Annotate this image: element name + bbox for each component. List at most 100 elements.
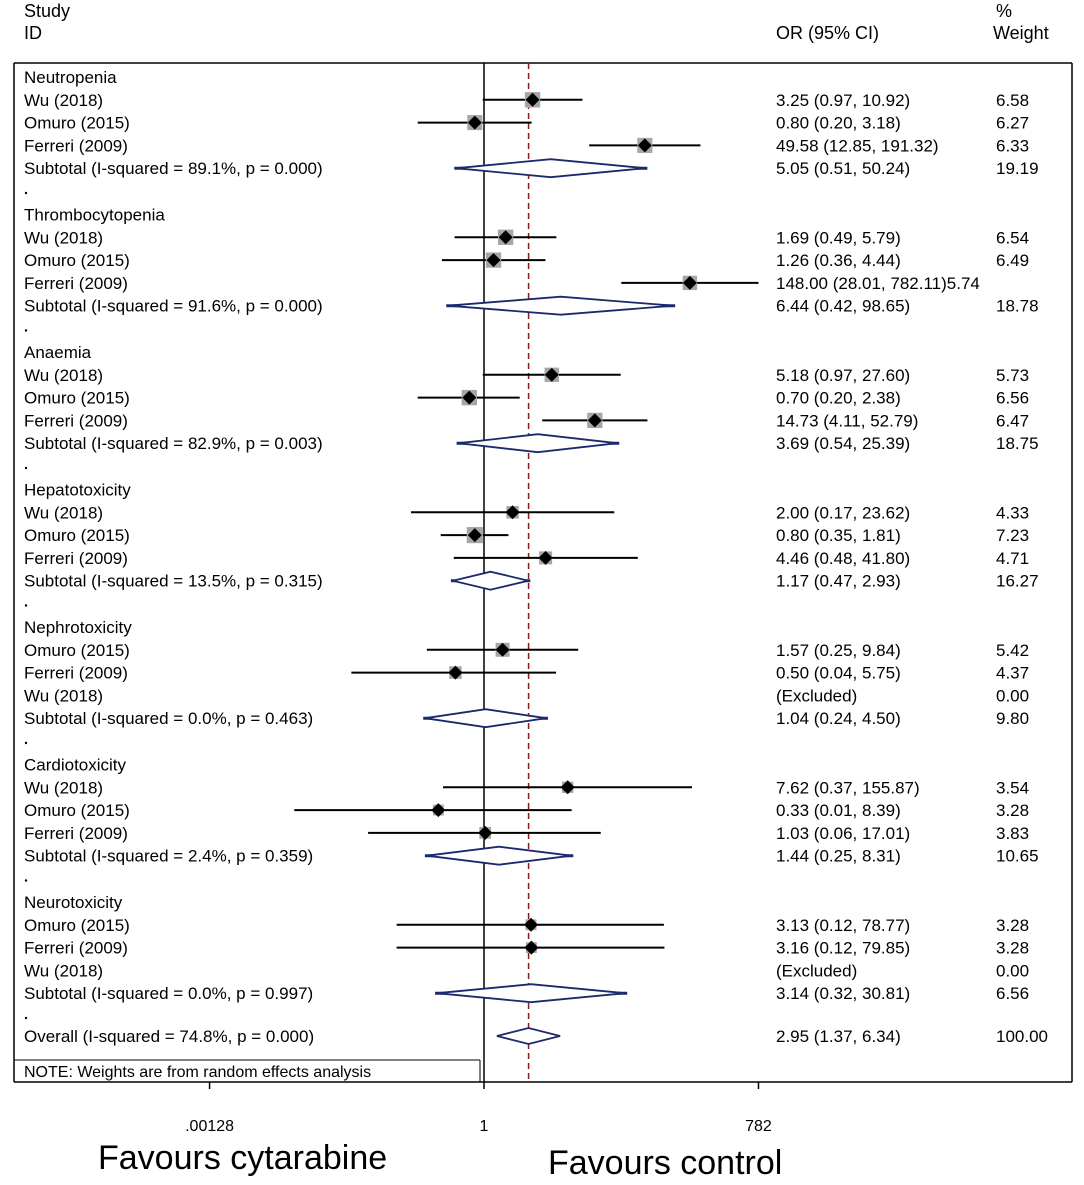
study-ci-text: 1.26 (0.36, 4.44) (776, 251, 901, 270)
study-ci-text: (Excluded) (776, 961, 857, 980)
study-label: Wu (2018) (24, 778, 103, 797)
subtotal-diamond (458, 433, 618, 454)
study-label: Wu (2018) (24, 503, 103, 522)
study-point-estimate (478, 825, 493, 840)
study-weight: 6.58 (996, 91, 1029, 110)
study-ci-text: 0.33 (0.01, 8.39) (776, 801, 901, 820)
overall-diamond (496, 1027, 561, 1045)
study-weight: 3.83 (996, 824, 1029, 843)
subtotal-weight: 19.19 (996, 159, 1039, 178)
study-ci-text: 0.50 (0.04, 5.75) (776, 664, 901, 683)
study-label: Ferreri (2009) (24, 136, 128, 155)
study-ci-text: 1.57 (0.25, 9.84) (776, 641, 901, 660)
study-weight: 6.49 (996, 251, 1029, 270)
subtotal-label: Subtotal (I-squared = 13.5%, p = 0.315) (24, 572, 323, 591)
study-point-estimate (431, 803, 446, 818)
study-label: Ferreri (2009) (24, 939, 128, 958)
row-separator-dot (24, 879, 28, 882)
group-title: Anaemia (24, 343, 92, 362)
study-ci-text: 0.80 (0.35, 1.81) (776, 526, 901, 545)
study-ci-text: 14.73 (4.11, 52.79) (776, 411, 918, 430)
study-weight: 3.28 (996, 916, 1029, 935)
study-ci-text: 1.69 (0.49, 5.79) (776, 228, 901, 247)
group-title: Hepatotoxicity (24, 481, 131, 500)
subtotal-label: Subtotal (I-squared = 0.0%, p = 0.463) (24, 709, 313, 728)
x-tick-label: .00128 (185, 1118, 234, 1135)
subtotal-weight: 16.27 (996, 572, 1039, 591)
favours-right-label: Favours control (548, 1144, 783, 1182)
row-separator-dot (24, 466, 28, 470)
study-point-estimate (560, 780, 575, 795)
study-point-estimate (682, 275, 697, 290)
subtotal-diamond (436, 983, 626, 1004)
study-label: Ferreri (2009) (24, 274, 128, 293)
study-weight: 4.37 (996, 664, 1029, 683)
subtotal-ci-text: 5.05 (0.51, 50.24) (776, 159, 910, 178)
weights-note: NOTE: Weights are from random effects an… (24, 1064, 371, 1081)
subtotal-ci-text: 1.44 (0.25, 8.31) (776, 847, 901, 866)
overall-ci-text: 2.95 (1.37, 6.34) (776, 1027, 901, 1046)
x-tick-label: 782 (745, 1118, 772, 1135)
study-ci-text: 2.00 (0.17, 23.62) (776, 503, 910, 522)
study-label: Omuro (2015) (24, 801, 130, 820)
subtotal-diamond (452, 570, 529, 591)
subtotal-label: Subtotal (I-squared = 89.1%, p = 0.000) (24, 159, 323, 178)
row-separator-dot (24, 604, 28, 607)
study-weight: 3.54 (996, 778, 1029, 797)
study-weight: 7.23 (996, 526, 1029, 545)
study-weight: 0.00 (996, 686, 1029, 705)
study-weight: 6.27 (996, 114, 1029, 133)
study-point-estimate (587, 413, 602, 428)
study-label: Ferreri (2009) (24, 549, 128, 568)
study-point-estimate (486, 253, 501, 268)
header-weight: Weight (993, 23, 1049, 43)
subtotal-diamond (448, 295, 674, 316)
subtotal-ci-text: 3.69 (0.54, 25.39) (776, 434, 910, 453)
overall-label: Overall (I-squared = 74.8%, p = 0.000) (24, 1027, 314, 1046)
subtotal-label: Subtotal (I-squared = 0.0%, p = 0.997) (24, 984, 313, 1003)
subtotal-weight: 18.75 (996, 434, 1039, 453)
study-label: Wu (2018) (24, 961, 103, 980)
study-point-estimate (637, 138, 652, 153)
study-point-estimate (495, 642, 510, 657)
subtotal-ci-text: 6.44 (0.42, 98.65) (776, 297, 910, 316)
study-ci-text: 3.16 (0.12, 79.85) (776, 939, 910, 958)
header-pct: % (996, 1, 1013, 21)
header-or: OR (95% CI) (776, 23, 880, 43)
study-point-estimate (498, 230, 513, 245)
study-weight: 0.00 (996, 961, 1029, 980)
subtotal-weight: 10.65 (996, 847, 1039, 866)
study-ci-text: 148.00 (28.01, 782.11)5.74 (776, 274, 980, 293)
study-label: Omuro (2015) (24, 916, 130, 935)
study-point-estimate (538, 550, 553, 565)
group-title: Nephrotoxicity (24, 618, 132, 637)
subtotal-weight: 18.78 (996, 297, 1039, 316)
header-study: Study (24, 1, 71, 21)
subtotal-label: Subtotal (I-squared = 91.6%, p = 0.000) (24, 297, 323, 316)
subtotal-diamond (426, 845, 572, 866)
study-weight: 4.33 (996, 503, 1029, 522)
study-point-estimate (505, 505, 520, 520)
study-weight: 6.54 (996, 228, 1029, 247)
study-ci-text: 3.13 (0.12, 78.77) (776, 916, 910, 935)
study-weight: 3.28 (996, 939, 1029, 958)
group-title: Neurotoxicity (24, 893, 123, 912)
subtotal-label: Subtotal (I-squared = 82.9%, p = 0.003) (24, 434, 323, 453)
study-ci-text: 0.80 (0.20, 3.18) (776, 114, 901, 133)
study-label: Wu (2018) (24, 686, 103, 705)
subtotal-weight: 9.80 (996, 709, 1029, 728)
study-ci-text: 7.62 (0.37, 155.87) (776, 778, 920, 797)
study-ci-text: 5.18 (0.97, 27.60) (776, 366, 910, 385)
x-tick-label: 1 (480, 1118, 489, 1135)
subtotal-ci-text: 1.17 (0.47, 2.93) (776, 572, 901, 591)
header-id: ID (24, 23, 42, 43)
study-point-estimate (467, 115, 482, 130)
study-weight: 6.47 (996, 411, 1029, 430)
study-label: Omuro (2015) (24, 526, 130, 545)
group-title: Cardiotoxicity (24, 756, 127, 775)
study-point-estimate (524, 940, 539, 955)
subtotal-ci-text: 3.14 (0.32, 30.81) (776, 984, 910, 1003)
study-ci-text: 0.70 (0.20, 2.38) (776, 389, 901, 408)
study-point-estimate (525, 92, 540, 107)
row-separator-dot (24, 191, 28, 195)
